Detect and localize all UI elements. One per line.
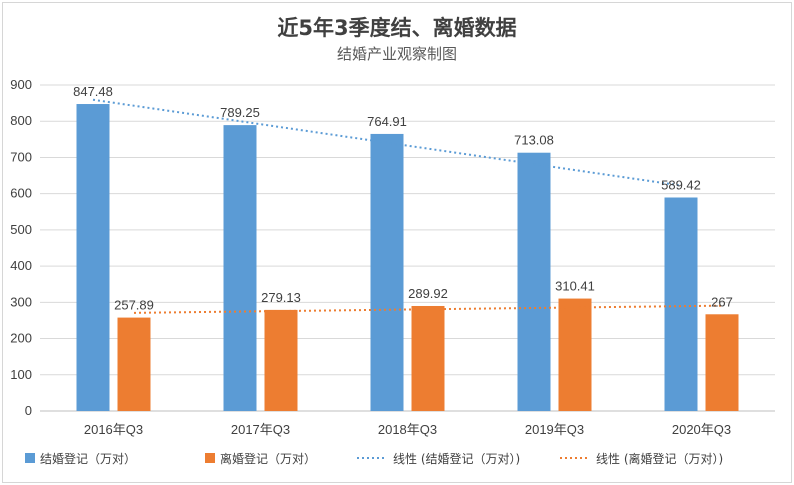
data-label: 279.13 bbox=[261, 290, 301, 305]
legend-label: 线性 (结婚登记（万对）) bbox=[393, 451, 520, 466]
y-tick-label: 200 bbox=[10, 331, 32, 346]
chart-title: 近5年3季度结、离婚数据 bbox=[277, 16, 516, 40]
bar bbox=[264, 309, 298, 411]
y-tick-label: 300 bbox=[10, 294, 32, 309]
y-tick-label: 900 bbox=[10, 77, 32, 92]
x-tick-label: 2017年Q3 bbox=[231, 422, 290, 437]
bars bbox=[76, 104, 739, 411]
bar bbox=[558, 298, 592, 411]
y-tick-label: 500 bbox=[10, 222, 32, 237]
x-tick-label: 2016年Q3 bbox=[84, 422, 143, 437]
bar bbox=[223, 125, 257, 411]
data-label: 257.89 bbox=[114, 298, 154, 313]
data-label: 267 bbox=[711, 294, 733, 309]
legend: 结婚登记（万对） 离婚登记（万对） 线性 (结婚登记（万对）) 线性 (离婚登记（万对… bbox=[25, 451, 723, 466]
bar bbox=[370, 133, 404, 411]
data-labels: 847.48 789.25 764.91 713.08 589.42 257.89 279.… bbox=[73, 84, 733, 313]
data-label: 310.41 bbox=[555, 279, 595, 294]
y-tick-label: 700 bbox=[10, 149, 32, 164]
trendline bbox=[92, 98, 682, 187]
data-label: 713.08 bbox=[514, 133, 554, 148]
chart-subtitle: 结婚产业观察制图 bbox=[337, 45, 457, 63]
y-tick-label: 0 bbox=[25, 403, 32, 418]
data-label: 847.48 bbox=[73, 84, 113, 99]
legend-label: 线性 (离婚登记（万对）) bbox=[596, 451, 723, 466]
data-label: 589.42 bbox=[661, 177, 701, 192]
axes: 0 100 200 300 400 500 600 700 800 900 2016年Q3 2017年… bbox=[10, 77, 731, 437]
data-label: 764.91 bbox=[367, 114, 407, 129]
data-label: 789.25 bbox=[220, 105, 260, 120]
bar bbox=[76, 104, 110, 411]
bar bbox=[705, 314, 739, 411]
y-tick-label: 800 bbox=[10, 113, 32, 128]
legend-swatch bbox=[205, 453, 215, 463]
legend-label: 结婚登记（万对） bbox=[40, 451, 136, 466]
trendline bbox=[133, 304, 723, 314]
x-tick-label: 2019年Q3 bbox=[525, 422, 584, 437]
legend-label: 离婚登记（万对） bbox=[220, 451, 316, 466]
y-tick-label: 100 bbox=[10, 367, 32, 382]
bar bbox=[664, 197, 698, 411]
bar bbox=[411, 305, 445, 411]
x-tick-label: 2018年Q3 bbox=[378, 422, 437, 437]
x-tick-label: 2020年Q3 bbox=[672, 422, 731, 437]
trendlines bbox=[92, 98, 723, 314]
bar bbox=[517, 152, 551, 411]
data-label: 289.92 bbox=[408, 286, 448, 301]
y-tick-label: 400 bbox=[10, 258, 32, 273]
bar bbox=[117, 317, 151, 411]
legend-swatch bbox=[25, 453, 35, 463]
gridlines bbox=[40, 84, 775, 412]
y-tick-label: 600 bbox=[10, 186, 32, 201]
